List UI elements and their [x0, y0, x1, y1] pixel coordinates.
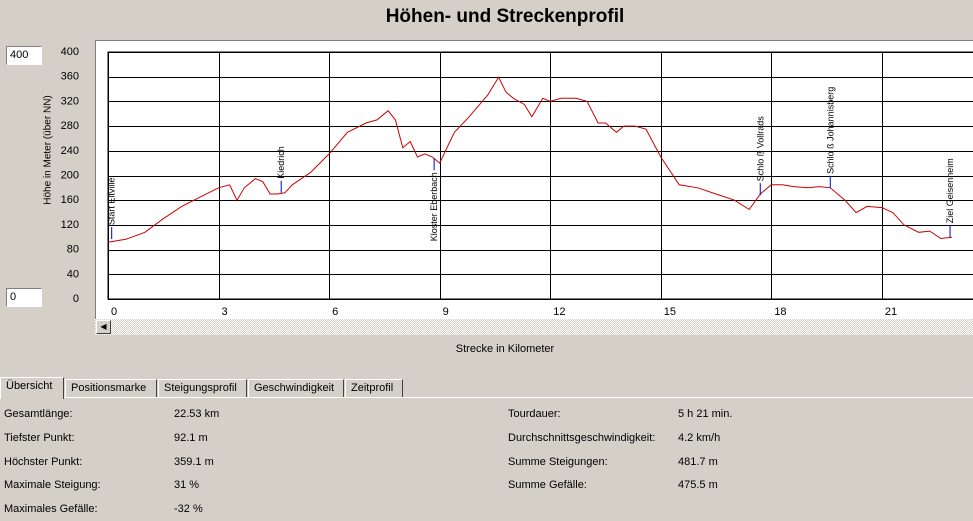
y-tick-label: 240 — [61, 145, 79, 157]
stat-value-avg-speed: 4.2 km/h — [678, 432, 721, 444]
annotation-label: Kiedrich — [276, 146, 286, 179]
tab-divider — [0, 397, 973, 398]
stat-value-total-length: 22.53 km — [174, 408, 220, 420]
y-tick-label: 0 — [73, 293, 79, 305]
stat-label-avg-speed: Durchschnittsgeschwindigkeit: — [508, 432, 656, 444]
tab-gradient-profile[interactable]: Steigungsprofil — [158, 379, 247, 398]
annotation-label: Start Eltville — [107, 178, 117, 226]
annotation-label: Ziel Geisenheim — [945, 158, 955, 223]
x-tick-label: 12 — [553, 306, 565, 318]
scroll-left-button[interactable]: ◀ — [96, 320, 111, 334]
stat-value-highest-point: 359.1 m — [174, 456, 214, 468]
stat-label-total-length: Gesamtlänge: — [4, 408, 73, 420]
y-min-input[interactable]: 0 — [6, 288, 42, 307]
x-axis-label: Strecke in Kilometer — [455, 343, 555, 355]
stat-label-total-ascent: Summe Steigungen: — [508, 456, 608, 468]
stat-value-total-descent: 475.5 m — [678, 479, 718, 491]
stat-label-highest-point: Höchster Punkt: — [4, 456, 83, 468]
stat-value-lowest-point: 92.1 m — [174, 432, 208, 444]
y-tick-label: 320 — [61, 95, 79, 107]
y-tick-label: 400 — [61, 46, 79, 58]
y-tick-label: 80 — [67, 244, 79, 256]
chart-area: 0 3 6 9 12 15 18 21 Start Eltville Kiedrich Kloste… — [95, 40, 973, 335]
y-tick-label: 360 — [61, 71, 79, 83]
annotation-label: Kloster Eberbach — [429, 172, 439, 241]
x-tick-label: 6 — [332, 306, 338, 318]
annotation-label: Schlo ß Vollrads — [755, 116, 765, 182]
y-tick-label: 120 — [61, 219, 79, 231]
stat-label-total-descent: Summe Gefälle: — [508, 479, 587, 491]
stat-value-max-descent: -32 % — [174, 503, 203, 515]
y-tick-label: 40 — [67, 268, 79, 280]
y-max-input[interactable]: 400 — [6, 46, 42, 65]
stat-label-max-descent: Maximales Gefälle: — [4, 503, 98, 515]
stat-value-total-ascent: 481.7 m — [678, 456, 718, 468]
x-tick-label: 3 — [222, 306, 228, 318]
elevation-chart: 0 3 6 9 12 15 18 21 Start Eltville Kiedrich Kloste… — [107, 51, 973, 318]
stat-label-lowest-point: Tiefster Punkt: — [4, 432, 75, 444]
tab-speed[interactable]: Geschwindigkeit — [248, 379, 344, 398]
elevation-line — [107, 76, 952, 243]
page-title: Höhen- und Streckenprofil — [385, 6, 625, 27]
x-tick-label: 21 — [885, 306, 897, 318]
stat-value-duration: 5 h 21 min. — [678, 408, 733, 420]
plot-border — [107, 51, 973, 300]
y-tick-label: 160 — [61, 194, 79, 206]
y-tick-label: 200 — [61, 170, 79, 182]
y-tick-labels: 0 40 80 120 160 200 240 280 320 360 400 — [61, 46, 79, 305]
x-tick-label: 15 — [664, 306, 676, 318]
tab-position-marker[interactable]: Positionsmarke — [65, 379, 157, 398]
stat-label-duration: Tourdauer: — [508, 408, 561, 420]
x-tick-label: 0 — [111, 306, 117, 318]
y-tick-label: 280 — [61, 120, 79, 132]
stat-value-max-ascent: 31 % — [174, 479, 200, 491]
tab-time-profile[interactable]: Zeitprofil — [345, 379, 403, 398]
stat-label-max-ascent: Maximale Steigung: — [4, 479, 101, 491]
x-tick-label: 18 — [774, 306, 786, 318]
tab-bar: Übersicht Positionsmarke Steigungsprofil… — [0, 377, 973, 399]
annotation-label: Schlo ß Johannisberg — [825, 87, 835, 174]
x-tick-label: 9 — [443, 306, 449, 318]
tab-overview[interactable]: Übersicht — [0, 377, 64, 399]
triangle-left-icon: ◀ — [100, 322, 107, 331]
horizontal-scrollbar[interactable] — [95, 319, 973, 335]
